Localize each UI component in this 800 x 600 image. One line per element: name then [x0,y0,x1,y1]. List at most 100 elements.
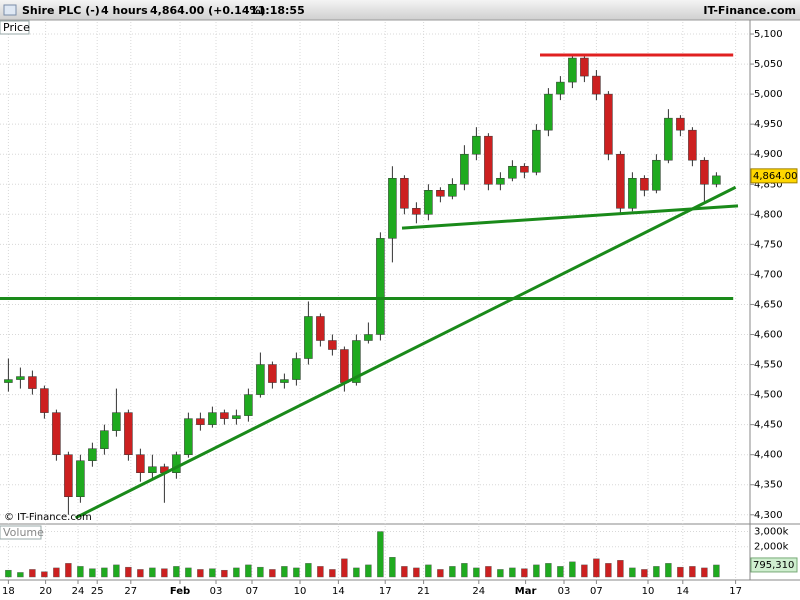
volume-tick-label: 3,000k [754,527,789,538]
x-tick-label: 20 [39,586,52,597]
candle-body [388,178,397,239]
candle-body [232,415,241,419]
header-bar [0,0,800,20]
volume-bar [641,569,648,578]
volume-bar [41,571,48,578]
candle-body [652,159,661,191]
candle-body [4,379,13,383]
candle-body [376,238,385,335]
x-tick-label: 25 [91,586,104,597]
candle-body [268,364,277,383]
volume-tick-label: 2,000k [754,542,789,553]
candle-body [136,454,145,473]
last-volume-box [750,557,798,573]
volume-bar [521,568,528,578]
volume-bar [17,572,24,578]
candle-body [544,93,553,131]
candle-body [508,165,517,179]
x-tick-label: 17 [379,586,392,597]
y-tick-label: 4,600 [754,330,783,341]
volume-bar [101,567,108,578]
quote: 4,864.00 (+0.14%) [150,4,266,17]
candle-body [472,135,481,155]
candle-body [532,129,541,173]
x-tick-label: 17 [729,586,742,597]
volume-bar [545,563,552,578]
candle-body [64,454,73,498]
candle-body [424,190,433,215]
x-tick-label: 07 [590,586,603,597]
volume-bar [617,560,624,578]
y-tick-label: 4,400 [754,450,783,461]
candle-body [76,460,85,498]
y-tick-label: 4,950 [754,119,783,130]
candle-body [40,388,49,413]
volume-bar [341,558,348,578]
watermark: © IT-Finance.com [4,512,92,523]
candle-body [244,394,253,416]
volume-bar [437,569,444,578]
volume-bar [497,569,504,578]
volume-bar [317,566,324,578]
candle-body [208,412,217,425]
volume-bar [677,566,684,578]
candle-body [556,81,565,95]
candle-body [592,75,601,95]
volume-bar [557,566,564,578]
last-price-box [750,168,798,184]
volume-bar [329,569,336,578]
candle-body [196,418,205,425]
candle-body [112,412,121,431]
candle-body [604,93,613,155]
y-tick-label: 4,800 [754,209,783,220]
candle-body [460,153,469,185]
candle-body [280,379,289,383]
candle-body [712,175,721,185]
volume-bar [605,563,612,578]
candle-body [364,334,373,341]
volume-bar [365,564,372,578]
time: 11:18:55 [250,4,305,17]
brand: IT-Finance.com [703,4,796,17]
volume-bar [113,564,120,578]
candle-body [340,349,349,383]
volume-bar [473,567,480,578]
volume-bar [569,561,576,578]
volume-bar [197,569,204,578]
candle-body [16,376,25,380]
candle-body [484,135,493,185]
volume-bar [269,569,276,578]
y-tick-label: 5,100 [754,29,783,40]
volume-bar [137,569,144,578]
y-tick-label: 4,300 [754,510,783,521]
candle-body [148,466,157,473]
volume-label-box [0,525,42,540]
trendline [401,204,739,230]
candle-body [304,316,313,359]
volume-bar [425,564,432,578]
interval: 4 hours [101,4,148,17]
volume-bar [89,568,96,578]
x-tick-label: 24 [472,586,485,597]
volume-bar [77,566,84,578]
volume-bar [485,566,492,578]
volume-bar [281,566,288,578]
menu-icon[interactable] [3,4,17,16]
volume-bar [245,564,252,578]
x-tick-label: 18 [2,586,15,597]
candle-body [520,165,529,173]
candle-body [640,178,649,191]
candle-body [448,184,457,197]
price-label-box [0,20,30,35]
candle-body [412,208,421,215]
volume-bar [5,569,12,578]
volume-bar [377,531,384,578]
volume-bar [65,563,72,578]
volume-bar [305,563,312,578]
candle-body [328,340,337,350]
y-tick-label: 5,050 [754,59,783,70]
y-tick-label: 5,000 [754,89,783,100]
volume-bar [533,564,540,578]
candle-body [568,57,577,83]
